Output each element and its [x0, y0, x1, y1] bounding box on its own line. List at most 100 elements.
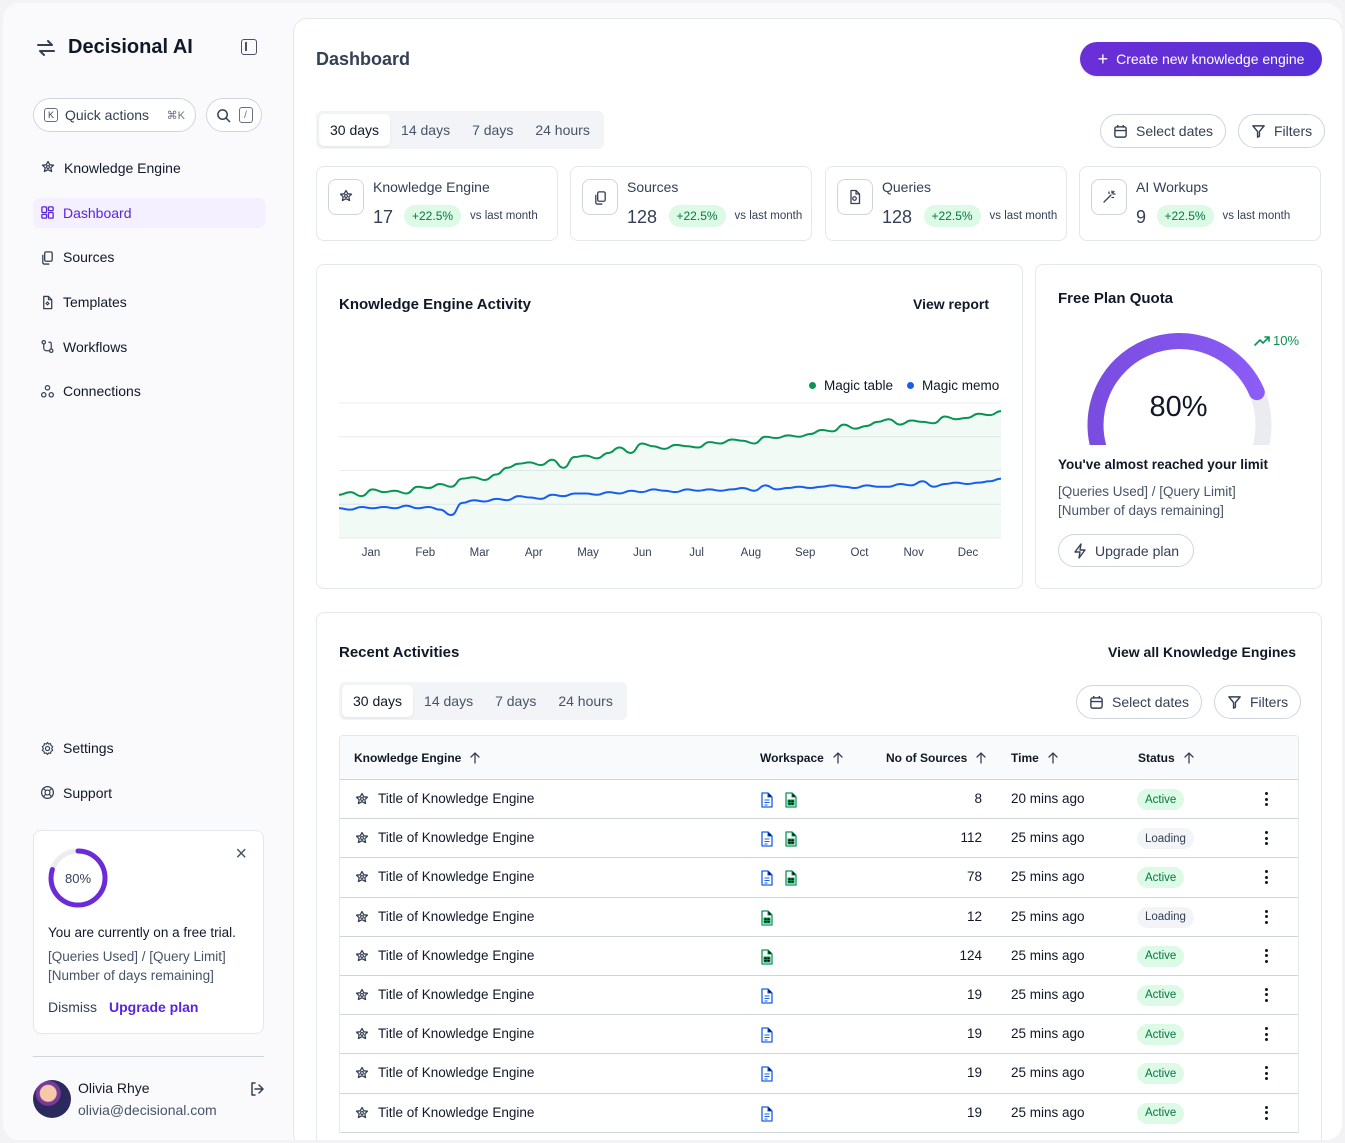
sidebar-item-support[interactable]: Support [33, 778, 265, 808]
sidebar-item-templates[interactable]: Templates [33, 287, 265, 317]
nav-label: Knowledge Engine [64, 160, 181, 176]
row-menu-icon[interactable] [1265, 909, 1269, 927]
recent-tab-7-days[interactable]: 7 days [495, 693, 537, 709]
create-button-label: Create new knowledge engine [1116, 51, 1305, 67]
recent-select-dates-button[interactable]: Select dates [1076, 685, 1203, 719]
row-time: 25 mins ago [1011, 1104, 1085, 1120]
x-tick-sep: Sep [794, 547, 816, 559]
table-row[interactable]: Title of Knowledge Engine 19 25 mins ago Ac… [340, 1015, 1298, 1055]
stat-card-knowledge-engine[interactable]: Knowledge Engine 17 +22.5% vs last month [316, 166, 558, 241]
magic-wand-icon [1091, 179, 1127, 215]
column-header-time[interactable]: Time [1011, 751, 1058, 765]
table-row[interactable]: Title of Knowledge Engine 78 25 mins ago Ac… [340, 858, 1298, 898]
row-title[interactable]: Title of Knowledge Engine [378, 986, 535, 1002]
quota-trend: 10% [1254, 333, 1299, 348]
brand[interactable]: Decisional AI [36, 36, 193, 59]
sidebar-item-connections[interactable]: Connections [33, 376, 265, 406]
document-icon [760, 1105, 774, 1125]
tab-7-days[interactable]: 7 days [472, 122, 514, 138]
tab-24-hours[interactable]: 24 hours [535, 122, 590, 138]
quota-subtitle: [Queries Used] / [Query Limit] [Number o… [1058, 482, 1236, 520]
dashboard-icon [40, 205, 55, 220]
nav-label: Templates [63, 294, 127, 311]
view-all-button[interactable]: View all Knowledge Engines [1108, 644, 1297, 660]
user-name: Olivia Rhye [78, 1080, 150, 1096]
user-profile[interactable]: Olivia Rhye olivia@decisional.com [33, 1077, 265, 1121]
close-icon[interactable]: × [235, 843, 247, 865]
quick-actions-shortcut: ⌘K [166, 109, 185, 122]
row-title[interactable]: Title of Knowledge Engine [378, 947, 535, 963]
tab-30-days[interactable]: 30 days [319, 114, 391, 146]
row-title[interactable]: Title of Knowledge Engine [378, 869, 535, 885]
row-title[interactable]: Title of Knowledge Engine [378, 1065, 535, 1081]
row-title[interactable]: Title of Knowledge Engine [378, 830, 535, 846]
x-tick-dec: Dec [957, 547, 979, 559]
table-row[interactable]: Title of Knowledge Engine 8 20 mins ago Act… [340, 780, 1298, 820]
filters-button[interactable]: Filters [1238, 114, 1326, 148]
trend-up-icon [1254, 335, 1270, 346]
row-menu-icon[interactable] [1265, 792, 1269, 809]
column-header-workspace[interactable]: Workspace [760, 751, 843, 765]
column-header-status[interactable]: Status [1138, 751, 1194, 765]
knowledge-engine-icon [354, 831, 370, 850]
table-row[interactable]: Title of Knowledge Engine 19 25 mins ago Ac… [340, 976, 1298, 1016]
row-menu-icon[interactable] [1265, 987, 1269, 1005]
row-title[interactable]: Title of Knowledge Engine [378, 908, 535, 924]
stat-value: 128 [627, 207, 658, 227]
dismiss-button[interactable]: Dismiss [48, 999, 97, 1015]
search-button[interactable]: / [206, 98, 262, 132]
recent-filters-label: Filters [1250, 694, 1289, 710]
table-row[interactable]: Title of Knowledge Engine 19 25 mins ago Ac… [340, 1094, 1298, 1133]
row-menu-icon[interactable] [1265, 870, 1269, 887]
collapse-sidebar-icon[interactable] [241, 39, 257, 55]
spreadsheet-icon [760, 949, 774, 968]
upgrade-plan-button[interactable]: Upgrade plan [1058, 534, 1195, 567]
table-row[interactable]: Title of Knowledge Engine 112 25 mins ago L… [340, 819, 1298, 859]
logout-icon[interactable] [249, 1081, 265, 1097]
row-menu-icon[interactable] [1265, 1105, 1269, 1123]
sidebar-item-dashboard[interactable]: Dashboard [33, 197, 265, 228]
status-badge: Loading [1137, 906, 1194, 928]
sidebar-item-sources[interactable]: Sources [33, 242, 265, 272]
workflows-icon [40, 339, 55, 354]
document-icon [760, 831, 774, 850]
sidebar-item-workflows[interactable]: Workflows [33, 332, 265, 362]
recent-tab-30-days[interactable]: 30 days [342, 685, 414, 717]
table-row[interactable]: Title of Knowledge Engine 12 25 mins ago Lo… [340, 898, 1298, 937]
create-knowledge-engine-button[interactable]: + Create new knowledge engine [1080, 42, 1322, 76]
column-label: Status [1138, 751, 1175, 765]
row-menu-icon[interactable] [1265, 1027, 1269, 1044]
row-title[interactable]: Title of Knowledge Engine [378, 791, 535, 806]
row-menu-icon[interactable] [1265, 1066, 1269, 1083]
table-row[interactable]: Title of Knowledge Engine 19 25 mins ago Ac… [340, 1054, 1298, 1094]
column-label: Workspace [760, 751, 824, 765]
tab-14-days[interactable]: 14 days [401, 122, 451, 138]
row-title[interactable]: Title of Knowledge Engine [378, 1104, 535, 1120]
search-icon [216, 108, 230, 122]
upgrade-plan-link[interactable]: Upgrade plan [109, 999, 199, 1015]
recent-tab-14-days[interactable]: 14 days [424, 693, 474, 709]
legend-label-magic-memo: Magic memo [922, 378, 1000, 393]
knowledge-engine-icon [354, 910, 370, 929]
row-menu-icon[interactable] [1265, 831, 1269, 848]
column-header-no-of-sources[interactable]: No of Sources [886, 751, 987, 765]
quick-actions-button[interactable]: K Quick actions ⌘K [33, 98, 196, 132]
stat-card-ai-workups[interactable]: AI Workups 9 +22.5% vs last month [1079, 166, 1321, 241]
stat-card-queries[interactable]: Queries 128 +22.5% vs last month [825, 166, 1067, 241]
column-header-knowledge-engine[interactable]: Knowledge Engine [354, 751, 480, 765]
filter-icon [1228, 695, 1241, 709]
view-report-button[interactable]: View report [913, 296, 989, 312]
row-menu-icon[interactable] [1265, 948, 1269, 966]
recent-tab-24-hours[interactable]: 24 hours [558, 693, 613, 709]
row-title[interactable]: Title of Knowledge Engine [378, 1026, 535, 1042]
sidebar-item-knowledge-engine[interactable]: Knowledge Engine [33, 153, 265, 183]
table-row[interactable]: Title of Knowledge Engine 124 25 mins ago A… [340, 937, 1298, 976]
select-dates-button[interactable]: Select dates [1100, 114, 1227, 148]
stat-card-sources[interactable]: Sources 128 +22.5% vs last month [570, 166, 812, 241]
sidebar-item-settings[interactable]: Settings [33, 733, 265, 763]
brand-name: Decisional AI [68, 36, 193, 58]
stat-change-badge: +22.5% [404, 205, 462, 227]
status-badge: Loading [1137, 828, 1194, 850]
activity-card: Knowledge Engine Activity View report Ma… [316, 264, 1023, 589]
recent-filters-button[interactable]: Filters [1214, 685, 1302, 719]
